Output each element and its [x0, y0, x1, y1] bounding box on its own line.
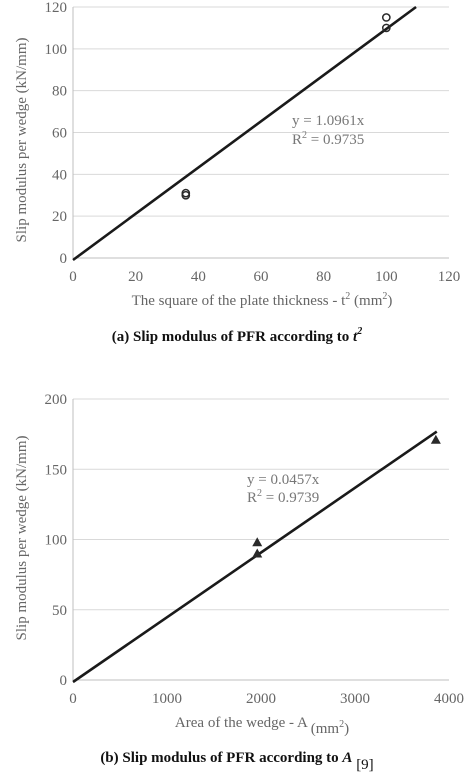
y-tick-label-a-20: 20: [52, 209, 67, 225]
x-tick-label-b-3000: 3000: [340, 691, 370, 707]
r-squared-b: R2 = 0.9739: [247, 488, 319, 506]
x-axis-title-a: The square of the plate thickness - t2 (…: [132, 291, 393, 309]
y-tick-label-a-100: 100: [45, 42, 68, 58]
data-point-a-3: [381, 13, 391, 22]
x-axis-title-b: Area of the wedge - A (mm2): [175, 715, 349, 737]
x-tick-label-b-2000: 2000: [246, 691, 276, 707]
chart-a: 0 20 40 60 80 100 120 0 20 40 60 80 100 120 Slip modu…: [14, 0, 460, 345]
r-squared-a: R2 = 0.9735: [292, 130, 364, 148]
data-point-a-1: [181, 188, 191, 198]
y-axis-title-a: Slip modulus per wedge (kN/mm): [14, 38, 30, 243]
equation-a: y = 1.0961x: [292, 113, 365, 129]
y-tick-label-a-120: 120: [45, 0, 68, 16]
y-tick-label-a-40: 40: [52, 167, 67, 183]
x-tick-label-a-60: 60: [254, 269, 269, 285]
y-tick-label-b-0: 0: [60, 673, 68, 689]
x-tick-label-a-100: 100: [375, 269, 398, 285]
caption-a: (a) Slip modulus of PFR according to t2: [112, 326, 362, 345]
data-point-b-1: [252, 548, 263, 558]
y-tick-label-a-0: 0: [60, 251, 68, 267]
y-tick-label-b-50: 50: [52, 603, 67, 619]
data-point-b-2: [430, 434, 441, 444]
x-tick-label-b-0: 0: [69, 691, 77, 707]
x-tick-label-a-40: 40: [191, 269, 206, 285]
data-point-a-2: [381, 23, 391, 33]
x-tick-label-a-80: 80: [316, 269, 331, 285]
data-point-b-0: [252, 537, 263, 547]
y-tick-label-a-60: 60: [52, 126, 67, 142]
x-tick-label-a-20: 20: [128, 269, 143, 285]
equation-b: y = 0.0457x: [247, 472, 320, 488]
x-tick-label-b-1000: 1000: [152, 691, 182, 707]
y-tick-label-b-200: 200: [45, 392, 68, 408]
x-tick-label-a-0: 0: [69, 269, 77, 285]
y-tick-label-b-100: 100: [45, 533, 68, 549]
x-tick-label-b-4000: 4000: [434, 691, 464, 707]
y-axis-title-b: Slip modulus per wedge (kN/mm): [14, 436, 30, 641]
x-tick-label-a-120: 120: [438, 269, 461, 285]
trend-line-a: [72, 5, 417, 262]
caption-b: (b) Slip modulus of PFR according to A […: [100, 750, 373, 772]
y-tick-label-a-80: 80: [52, 84, 67, 100]
y-tick-label-b-150: 150: [45, 462, 68, 478]
